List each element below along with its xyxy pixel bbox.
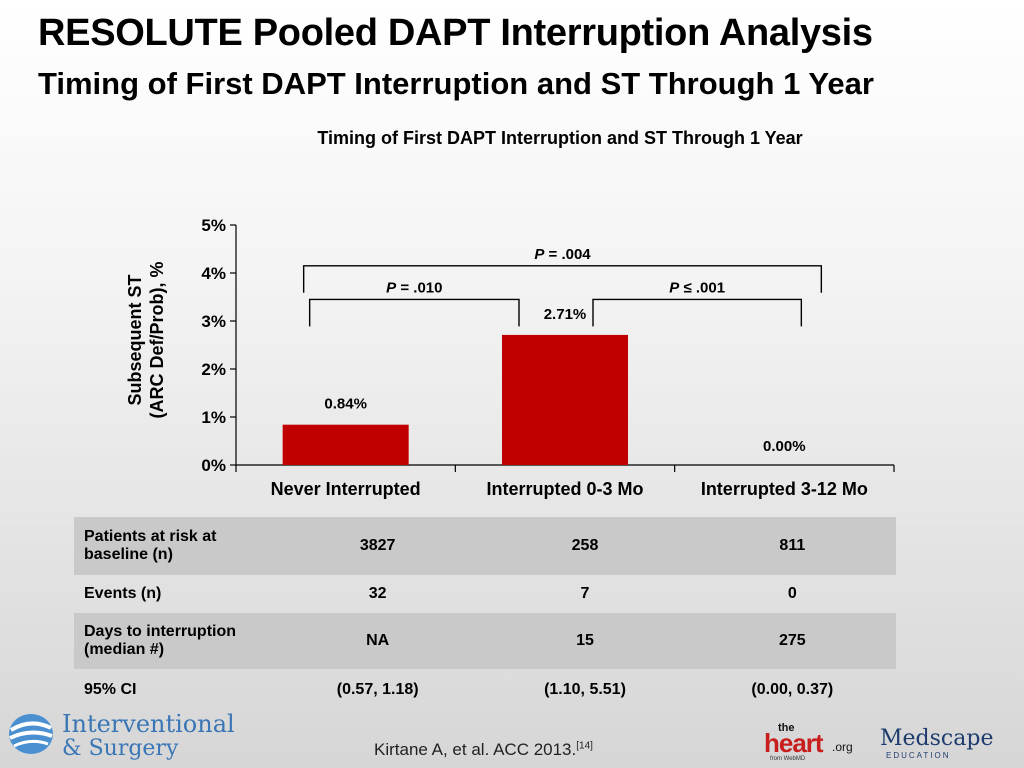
x-tick-label: Interrupted 3-12 Mo: [701, 479, 868, 499]
theheart-logo-org: .org: [832, 740, 853, 754]
comparison-bracket: [308, 298, 520, 327]
table-cell: 7: [580, 585, 590, 602]
slide-subtitle: Timing of First DAPT Interruption and ST…: [38, 66, 874, 101]
table-cell: 258: [481, 517, 689, 575]
row-label: Patients at risk at baseline (n): [74, 517, 274, 575]
interventional-surgery-logo: Interventional & Surgery: [6, 708, 236, 764]
slide-title: RESOLUTE Pooled DAPT Interruption Analys…: [38, 12, 873, 54]
y-tick-label: 2%: [201, 360, 226, 379]
table-cell: 0: [787, 585, 797, 602]
table-cell: NA: [274, 613, 482, 669]
table-row-ci: 95% CI (0.57, 1.18) (1.10, 5.51) (0.00, …: [74, 669, 896, 711]
theheart-logo: the heart .org from WebMD: [764, 722, 874, 766]
data-label: 0.84%: [324, 396, 367, 413]
table-cell: 811: [688, 517, 896, 575]
table-cell: 32: [368, 585, 387, 602]
y-tick-label: 3%: [201, 312, 226, 331]
y-tick-label: 5%: [201, 216, 226, 235]
table-cell: (1.10, 5.51): [544, 681, 626, 698]
y-tick-label: 0%: [201, 456, 226, 475]
bar: [502, 334, 628, 465]
medscape-logo: Medscape EDUCATION: [880, 726, 1000, 766]
table-row-days: Days to interruption (median #) NA 15 27…: [74, 613, 896, 669]
p-value-label: P = .004: [534, 246, 591, 263]
theheart-logo-heart: heart: [764, 728, 824, 758]
x-tick-label: Interrupted 0-3 Mo: [486, 479, 643, 499]
data-label: 0.00%: [763, 438, 806, 455]
medscape-logo-text: Medscape: [880, 726, 994, 751]
comparison-bracket: [592, 298, 803, 327]
y-tick-label: 1%: [201, 408, 226, 427]
theheart-logo-the: the: [778, 722, 795, 734]
theheart-logo-webmd: from WebMD: [770, 756, 806, 762]
table-cell: 3827: [274, 517, 482, 575]
table-cell: 15: [481, 613, 689, 669]
p-value-label: P = .010: [386, 279, 442, 296]
medscape-logo-sub: EDUCATION: [886, 751, 951, 760]
row-label: 95% CI: [84, 681, 137, 698]
logo-text-line1: Interventional: [62, 710, 235, 738]
table-cell: (0.57, 1.18): [336, 681, 419, 698]
data-label: 2.71%: [544, 306, 587, 323]
logo-text-line2: & Surgery: [62, 736, 179, 761]
citation-text: Kirtane A, et al. ACC 2013.: [374, 740, 577, 759]
p-value-label: P ≤ .001: [669, 279, 725, 296]
chart-title: Timing of First DAPT Interruption and ST…: [317, 128, 803, 148]
x-tick-label: Never Interrupted: [271, 479, 421, 499]
stats-table: Patients at risk at baseline (n) 3827 25…: [74, 517, 896, 711]
table-cell: (0.00, 0.37): [751, 681, 834, 698]
table-row-patients: Patients at risk at baseline (n) 3827 25…: [74, 517, 896, 575]
citation: Kirtane A, et al. ACC 2013.[14]: [374, 740, 593, 760]
y-tick-label: 4%: [201, 264, 226, 283]
bar: [282, 424, 409, 465]
table-row-events: Events (n) 32 7 0: [74, 575, 896, 613]
row-label: Events (n): [84, 585, 162, 602]
row-label: Days to interruption (median #): [74, 613, 274, 669]
citation-ref: [14]: [576, 740, 593, 752]
comparison-bracket: [302, 265, 823, 293]
table-cell: 275: [688, 613, 896, 669]
globe-icon: [9, 714, 53, 754]
